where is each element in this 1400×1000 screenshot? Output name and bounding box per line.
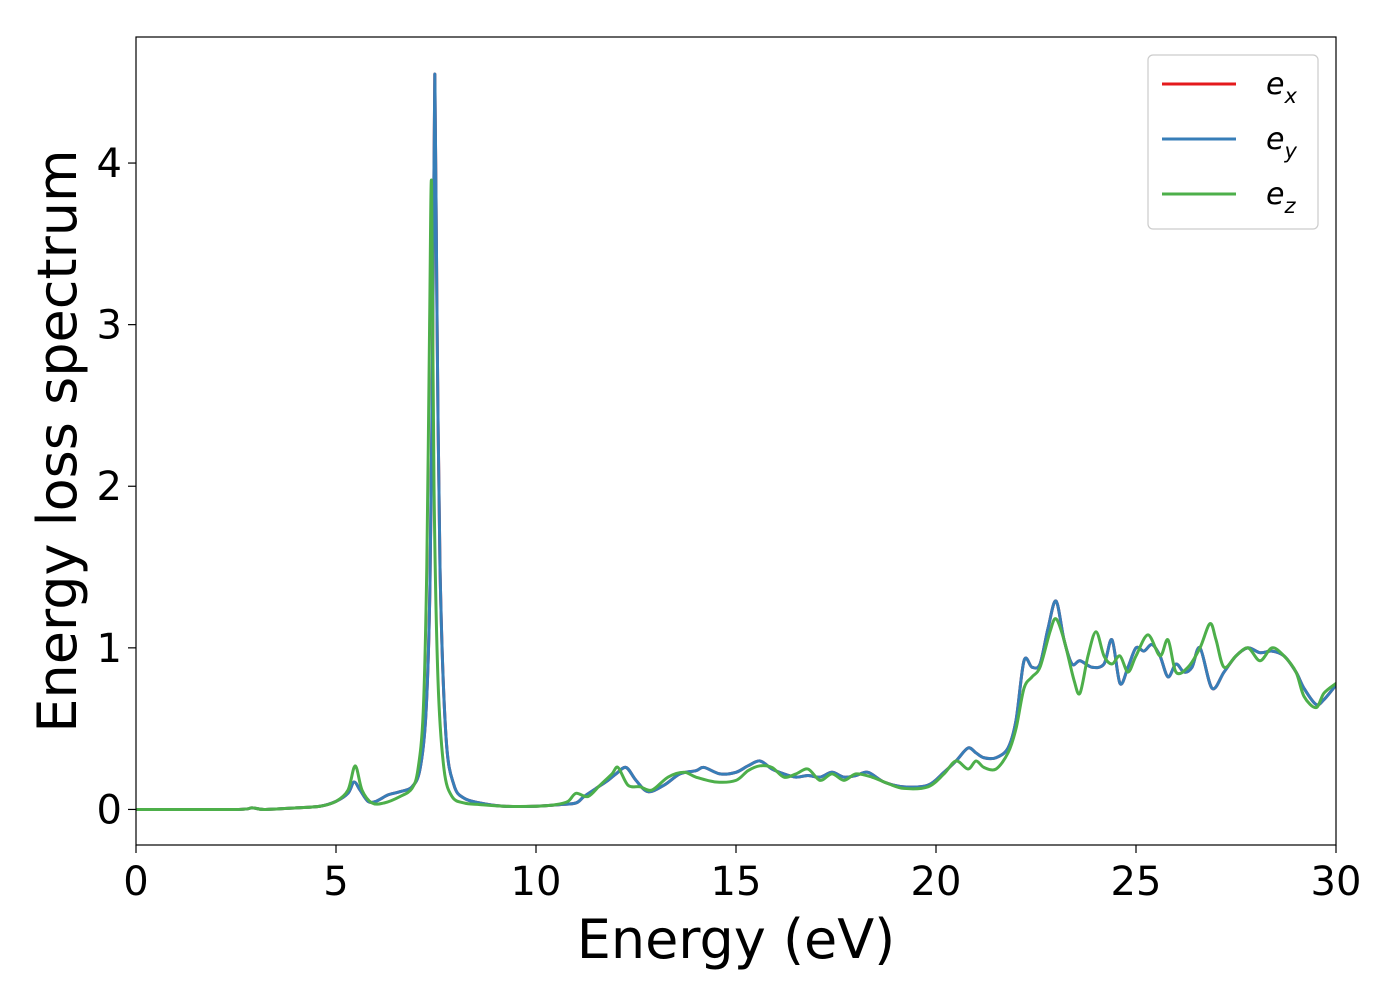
series-layer: [136, 72, 1336, 812]
y-tick-label: 1: [97, 626, 122, 672]
y-axis: 0 1 2 3 4: [97, 141, 136, 833]
x-tick-label: 20: [911, 859, 962, 905]
x-tick-label: 30: [1311, 859, 1362, 905]
y-tick-label: 0: [97, 787, 122, 833]
x-tick-label: 15: [711, 859, 762, 905]
x-tick-label: 0: [123, 859, 148, 905]
y-tick-label: 4: [97, 141, 122, 187]
y-tick-label: 2: [97, 464, 122, 510]
legend-label-x: ex: [1266, 67, 1297, 108]
x-tick-label: 5: [323, 859, 348, 905]
x-axis-label: Energy (eV): [577, 908, 896, 971]
x-axis: 0 5 10 15 20 25 30: [123, 845, 1361, 905]
legend-label-z: ez: [1266, 177, 1296, 218]
legend-box: [1147, 54, 1319, 230]
x-tick-label: 25: [1111, 859, 1162, 905]
y-axis-label: Energy loss spectrum: [26, 149, 89, 732]
legend-label-y: ey: [1266, 122, 1297, 163]
y-tick-label: 3: [97, 303, 122, 349]
legend: ex ey ez: [1147, 54, 1319, 230]
series-line-z: [136, 178, 1336, 812]
x-tick-label: 10: [511, 859, 562, 905]
